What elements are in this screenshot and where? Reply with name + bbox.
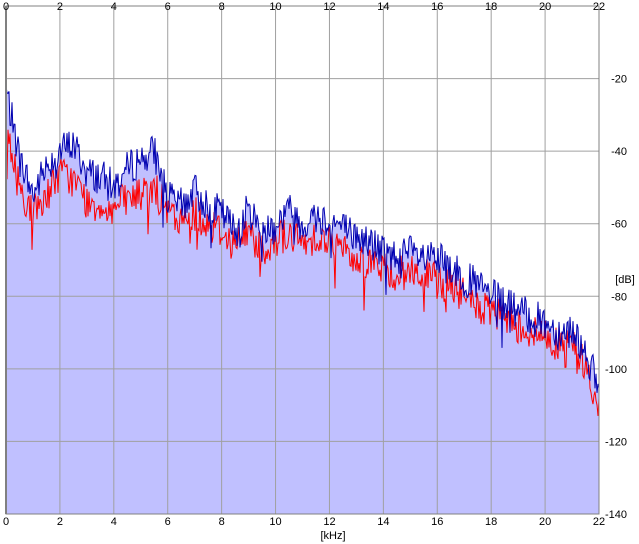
x-tick-label-top: 16 [431,1,443,13]
x-tick-label-top: 10 [269,1,281,13]
x-tick-label-bottom: 2 [57,516,63,528]
x-tick-label-top: 18 [485,1,497,13]
series-layer [5,85,600,416]
x-tick-label-bottom: 22 [593,516,605,528]
x-tick-label-bottom: 10 [269,516,281,528]
x-tick-label-bottom: 4 [111,516,117,528]
x-tick-label-top: 20 [539,1,551,13]
series-line-channel-1 [5,85,600,393]
x-tick-label-top: 0 [3,1,9,13]
x-tick-label-top: 8 [219,1,225,13]
x-tick-label-top: 4 [111,1,117,13]
x-tick-label-top: 2 [57,1,63,13]
x-axis-label: [kHz] [320,530,345,542]
y-tick-label: -120 [605,436,627,448]
x-tick-label-bottom: 14 [377,516,389,528]
x-tick-label-top: 14 [377,1,389,13]
x-tick-label-bottom: 16 [431,516,443,528]
x-tick-label-bottom: 8 [219,516,225,528]
frame-layer [5,5,600,515]
y-tick-label: -100 [605,364,627,376]
spectrum-fill-area [6,85,599,515]
y-tick-label: -80 [611,291,627,303]
x-tick-label-bottom: 18 [485,516,497,528]
x-tick-label-top: 22 [593,1,605,13]
y-tick-label: -20 [611,74,627,86]
x-tick-label-bottom: 0 [3,516,9,528]
y-tick-label: -140 [605,509,627,521]
x-tick-label-bottom: 12 [323,516,335,528]
x-tick-label-bottom: 20 [539,516,551,528]
y-axis-label: [dB] [615,274,635,286]
y-tick-label: -60 [611,219,627,231]
y-tick-labels: -20 -40 -60 -80 -100 -120 -140 [605,74,627,521]
x-tick-label-top: 12 [323,1,335,13]
x-tick-label-top: 6 [165,1,171,13]
x-tick-label-bottom: 6 [165,516,171,528]
spectrum-fill-layer [6,85,599,515]
y-tick-label: -40 [611,146,627,158]
